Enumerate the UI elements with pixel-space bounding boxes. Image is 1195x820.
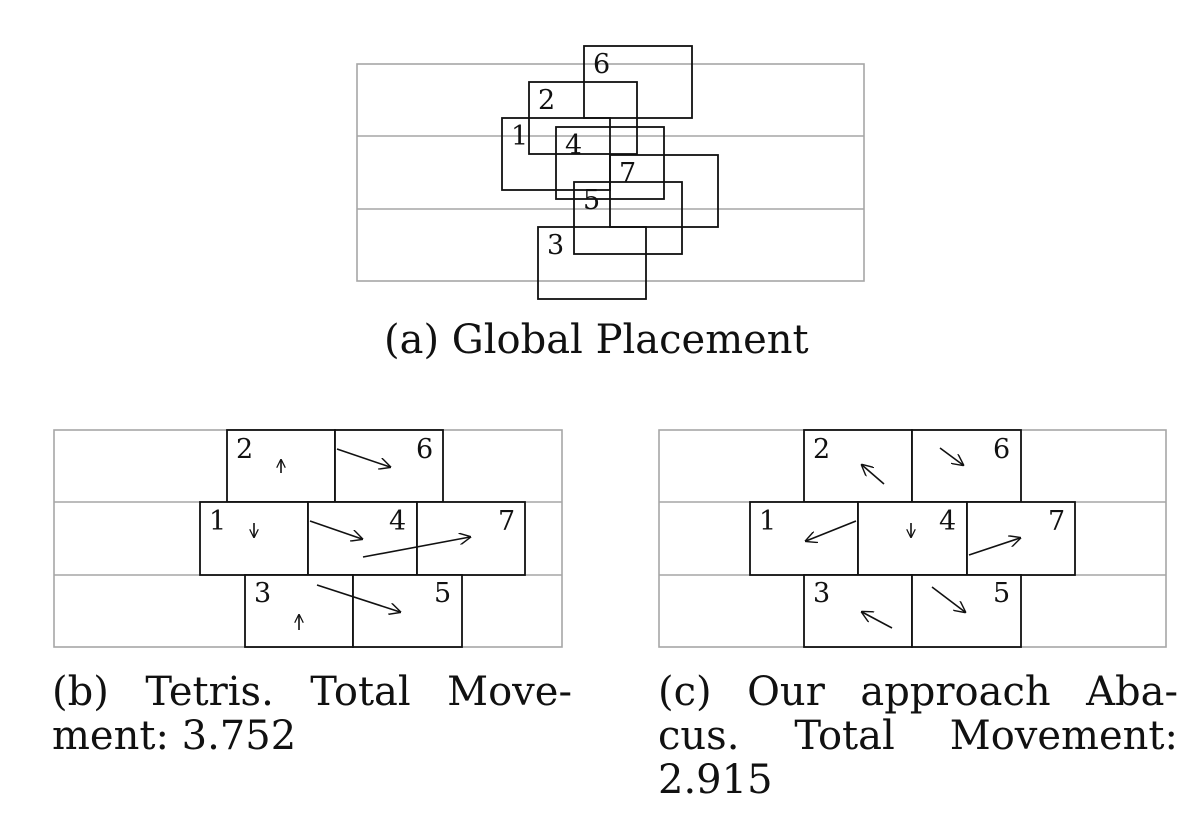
cell-box xyxy=(573,181,683,255)
panel-c-cell-6: 6 xyxy=(911,429,1022,503)
arrow-cell-5 xyxy=(931,586,965,612)
caption-abacus-line-3: 2.915 xyxy=(658,757,773,803)
panel-a-row-frame xyxy=(356,63,865,282)
arrow-cell-7 xyxy=(968,538,1020,556)
caption-word: Total xyxy=(794,713,895,759)
cell-label: 4 xyxy=(389,506,406,537)
cell-label: 5 xyxy=(583,185,600,216)
cell-label: 3 xyxy=(254,578,271,609)
caption-word: (b) xyxy=(52,669,109,715)
cell-label: 3 xyxy=(813,578,830,609)
panel-b-cell-5: 5 xyxy=(352,574,463,648)
caption-tetris-line-1: (b) Tetris. Total Move- xyxy=(52,670,572,714)
cell-box xyxy=(352,574,463,648)
caption-abacus: (c) Our approach Aba- cus. Total Movemen… xyxy=(658,670,1178,802)
caption-word: Total xyxy=(310,669,411,715)
panel-c-cell-5: 5 xyxy=(911,574,1022,648)
cell-label: 1 xyxy=(209,506,226,537)
cell-box xyxy=(244,574,354,648)
cell-label: 5 xyxy=(993,578,1010,609)
panel-a-global-placement: 6 2 1 4 7 5 3 xyxy=(356,45,865,300)
panel-c-cell-2: 2 xyxy=(803,429,913,503)
cell-label: 2 xyxy=(813,434,830,465)
arrow-cell-4 xyxy=(309,520,362,539)
panel-c-cell-7: 7 xyxy=(966,501,1076,576)
panel-c-cell-4: 4 xyxy=(857,501,968,576)
panel-c-cell-3: 3 xyxy=(803,574,913,648)
panel-c-movement-arrows xyxy=(806,447,1020,629)
caption-global-placement: (a) Global Placement xyxy=(384,317,809,363)
panel-b-tetris: 2 6 1 4 7 3 5 xyxy=(53,429,563,648)
cell-label: 1 xyxy=(511,121,528,152)
caption-word: approach xyxy=(860,669,1051,715)
caption-tetris-line-2: ment: 3.752 xyxy=(52,713,297,759)
panel-b-cell-4: 4 xyxy=(307,501,418,576)
caption-word: Our xyxy=(747,669,825,715)
cell-label: 6 xyxy=(593,49,610,80)
panel-b-movement-arrows xyxy=(254,448,470,630)
cell-box xyxy=(911,429,1022,503)
arrow-cell-1 xyxy=(806,520,857,541)
arrow-cell-2 xyxy=(862,465,885,485)
panel-a-cell-5: 5 xyxy=(573,181,683,255)
cell-label: 4 xyxy=(939,506,956,537)
cell-label: 2 xyxy=(538,85,555,116)
cell-box xyxy=(609,154,719,228)
arrow-cell-5 xyxy=(316,584,400,612)
caption-word: Movement: xyxy=(949,713,1178,759)
cell-label: 6 xyxy=(416,434,433,465)
cell-label: 2 xyxy=(236,434,253,465)
panel-a-cell-3: 3 xyxy=(537,226,647,300)
caption-word: (c) xyxy=(658,669,712,715)
panel-b-cell-1: 1 xyxy=(199,501,309,576)
cell-label: 7 xyxy=(619,158,636,189)
cell-label: 5 xyxy=(434,578,451,609)
cell-box xyxy=(199,501,309,576)
panel-b-cell-7: 7 xyxy=(416,501,526,576)
cell-box xyxy=(537,226,647,300)
caption-word: Aba- xyxy=(1086,669,1178,715)
cell-label: 1 xyxy=(759,506,776,537)
caption-word: cus. xyxy=(658,713,740,759)
caption-word: Tetris. xyxy=(145,669,274,715)
cell-label: 7 xyxy=(1048,506,1065,537)
panel-b-cell-3: 3 xyxy=(244,574,354,648)
cell-label: 4 xyxy=(565,130,582,161)
panel-c-cell-1: 1 xyxy=(749,501,859,576)
panel-c-abacus: 2 6 1 4 7 3 5 xyxy=(658,429,1167,648)
arrow-cell-6 xyxy=(336,448,390,467)
caption-abacus-line-1: (c) Our approach Aba- xyxy=(658,670,1178,714)
cell-label: 6 xyxy=(993,434,1010,465)
arrow-cell-7 xyxy=(362,537,470,558)
caption-word: Move- xyxy=(447,669,572,715)
cell-label: 7 xyxy=(498,506,515,537)
arrow-cell-6 xyxy=(939,447,963,465)
arrow-cell-3 xyxy=(862,612,893,629)
caption-tetris: (b) Tetris. Total Move- ment: 3.752 xyxy=(52,670,572,758)
cell-label: 3 xyxy=(547,230,564,261)
caption-abacus-line-2: cus. Total Movement: xyxy=(658,714,1178,758)
